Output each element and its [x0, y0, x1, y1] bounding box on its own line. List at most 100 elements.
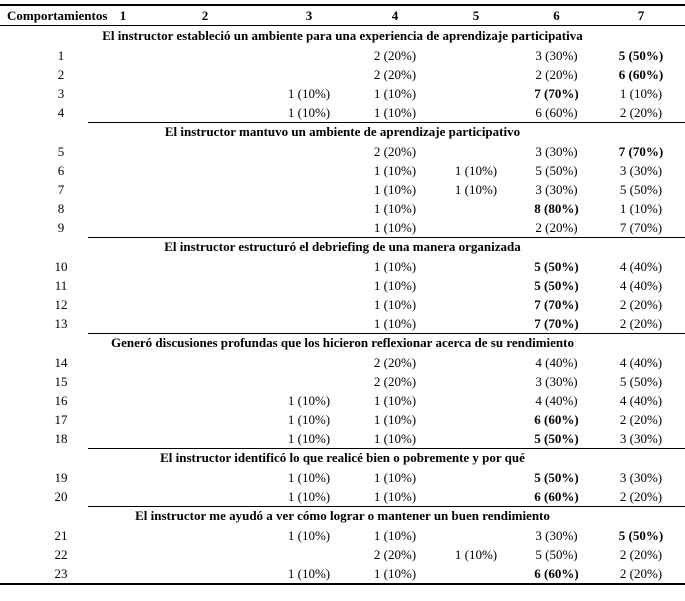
rating-cell-col6: 5 (50%): [535, 547, 578, 562]
rating-cell-col2: [146, 468, 264, 487]
rating-cell-col3: [264, 314, 354, 333]
rating-cell-col7: 4 (40%): [619, 355, 663, 370]
rating-cell-col6: 5 (50%): [534, 278, 579, 293]
rating-cell-col7: 2 (20%): [619, 105, 663, 120]
rating-cell-col1: [100, 84, 146, 103]
behavior-number: 12: [54, 297, 68, 312]
rating-cell-col1: [100, 65, 146, 84]
behavior-row: 14 2 (20%) 4 (40%) 4 (40%): [0, 353, 685, 372]
section-header-row: El instructor estructuró el debriefing d…: [0, 237, 685, 257]
rating-cell-col4: 1 (10%): [373, 86, 417, 101]
rating-cell-col4: 1 (10%): [373, 163, 417, 178]
behavior-row: 6 1 (10%) 1 (10%) 5 (50%) 3 (30%): [0, 161, 685, 180]
rating-cell-col3: [264, 161, 354, 180]
rating-cell-col6: 3 (30%): [535, 48, 578, 63]
behavior-row: 22 2 (20%) 1 (10%) 5 (50%) 2 (20%): [0, 545, 685, 564]
rating-cell-col3: 1 (10%): [287, 489, 331, 504]
rating-cell-col4: 1 (10%): [373, 278, 417, 293]
rating-cell-col6: 2 (20%): [535, 67, 578, 82]
behavior-number: 14: [54, 355, 68, 370]
behavior-row: 5 2 (20%) 3 (30%) 7 (70%): [0, 142, 685, 161]
rating-cell-col2: [146, 161, 264, 180]
rating-cell-col2: [146, 526, 264, 545]
rating-cell-col2: [146, 487, 264, 506]
rating-cell-col2: [146, 142, 264, 161]
rating-cell-col2: [146, 545, 264, 564]
behavior-row: 23 1 (10%) 1 (10%) 6 (60%) 2 (20%): [0, 564, 685, 584]
rating-cell-col5: [436, 199, 516, 218]
rating-cell-col4: 1 (10%): [373, 105, 417, 120]
behavior-number: 6: [57, 163, 65, 178]
rating-cell-col1: [100, 410, 146, 429]
rating-cell-col6: 7 (70%): [534, 86, 579, 101]
rating-cell-col4: 2 (20%): [373, 67, 417, 82]
rating-column-header-7: 7: [597, 5, 685, 26]
rating-cell-col1: [100, 46, 146, 65]
section-header-row: El instructor mantuvo un ambiente de apr…: [0, 122, 685, 142]
rating-cell-col7: 7 (70%): [619, 220, 663, 235]
behavior-number: 18: [54, 431, 68, 446]
rating-cell-col2: [146, 46, 264, 65]
behavior-row: 21 1 (10%) 1 (10%) 3 (30%) 5 (50%): [0, 526, 685, 545]
rating-column-header-5: 5: [436, 5, 516, 26]
rating-cell-col2: [146, 295, 264, 314]
rating-cell-col5: [436, 353, 516, 372]
behavior-row: 2 2 (20%) 2 (20%) 6 (60%): [0, 65, 685, 84]
rating-cell-col2: [146, 429, 264, 448]
rating-cell-col6: 5 (50%): [534, 259, 579, 274]
rating-cell-col4: 1 (10%): [373, 182, 417, 197]
rating-cell-col6: 6 (60%): [534, 412, 579, 427]
rating-cell-col3: [264, 295, 354, 314]
behavior-number: 9: [57, 220, 65, 235]
rating-cell-col3: 1 (10%): [287, 431, 331, 446]
rating-cell-col5: [436, 468, 516, 487]
rating-cell-col1: [100, 391, 146, 410]
behavior-number: 2: [57, 67, 65, 82]
rating-cell-col1: [100, 161, 146, 180]
rating-cell-col3: [264, 257, 354, 276]
rating-cell-col2: [146, 218, 264, 237]
behaviors-frequency-table: Comportamientos 1 2 3 4 5 6 7 El instruc…: [0, 4, 685, 585]
rating-cell-col7: 3 (30%): [619, 470, 663, 485]
rating-cell-col7: 4 (40%): [619, 259, 663, 274]
rating-cell-col4: 1 (10%): [373, 201, 417, 216]
behavior-number: 3: [57, 86, 65, 101]
behavior-row: 17 1 (10%) 1 (10%) 6 (60%) 2 (20%): [0, 410, 685, 429]
rating-cell-col2: [146, 180, 264, 199]
rating-cell-col5: [436, 372, 516, 391]
behavior-number: 17: [54, 412, 68, 427]
rating-cell-col3: 1 (10%): [287, 105, 331, 120]
rating-cell-col2: [146, 353, 264, 372]
rating-cell-col1: [100, 487, 146, 506]
rating-cell-col5: [436, 257, 516, 276]
rating-cell-col6: 5 (50%): [534, 431, 579, 446]
rating-cell-col3: 1 (10%): [287, 412, 331, 427]
rating-cell-col6: 2 (20%): [535, 220, 578, 235]
rating-cell-col5: [436, 429, 516, 448]
rating-cell-col4: 1 (10%): [373, 566, 417, 581]
rating-cell-col6: 4 (40%): [535, 393, 578, 408]
rating-cell-col7: 5 (50%): [618, 528, 664, 543]
rating-cell-col4: 1 (10%): [373, 489, 417, 504]
rating-cell-col1: [100, 545, 146, 564]
rating-cell-col2: [146, 276, 264, 295]
behavior-number: 21: [54, 528, 68, 543]
behavior-row: 10 1 (10%) 5 (50%) 4 (40%): [0, 257, 685, 276]
rating-cell-col4: 1 (10%): [373, 412, 417, 427]
rating-cell-col2: [146, 410, 264, 429]
rating-cell-col4: 1 (10%): [373, 316, 417, 331]
rating-cell-col2: [146, 391, 264, 410]
rating-cell-col3: [264, 218, 354, 237]
rating-cell-col7: 3 (30%): [619, 431, 663, 446]
section-title: El instructor estructuró el debriefing d…: [0, 237, 685, 257]
rating-cell-col3: [264, 545, 354, 564]
rating-cell-col3: [264, 180, 354, 199]
rating-cell-col2: [146, 103, 264, 122]
behavior-number: 23: [54, 566, 68, 581]
rating-cell-col4: 1 (10%): [373, 470, 417, 485]
section-header-row: El instructor me ayudó a ver cómo lograr…: [0, 506, 685, 526]
rating-cell-col1: [100, 353, 146, 372]
rating-cell-col1: [100, 526, 146, 545]
rating-cell-col6: 4 (40%): [535, 355, 578, 370]
rating-cell-col1: [100, 429, 146, 448]
